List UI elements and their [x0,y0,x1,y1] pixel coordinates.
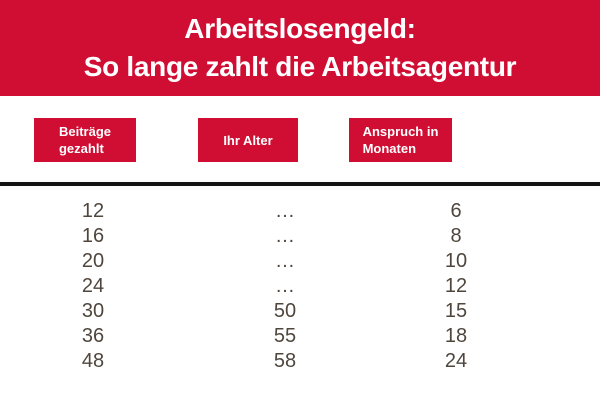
cell-age: 55 [273,325,297,347]
cell-age: 58 [273,350,297,372]
cell-months: 10 [444,250,468,272]
column-header-contributions-paid-label: Beiträge gezahlt [58,124,112,156]
table-row: 24 … 12 [0,274,600,299]
cell-months: 6 [450,200,462,222]
table-row: 30 50 15 [0,299,600,324]
cell-months: 15 [444,300,468,322]
cell-contributions: 36 [81,325,105,347]
cell-months: 18 [444,325,468,347]
column-header-entitlement-months: Anspruch in Monaten [349,118,452,162]
page-title-line-2: So lange zahlt die Arbeitsagentur [83,51,517,82]
table-row: 20 … 10 [0,249,600,274]
cell-months: 8 [450,225,462,247]
cell-age: … [275,200,295,222]
page-title-line-1: Arbeitslosengeld: [184,13,416,44]
table-row: 36 55 18 [0,324,600,349]
table-row: 48 58 24 [0,349,600,374]
cell-age: … [275,250,295,272]
cell-age: 50 [273,300,297,322]
cell-contributions: 24 [81,275,105,297]
column-header-entitlement-months-label: Anspruch in Monaten [362,124,439,156]
column-header-your-age-label: Ihr Alter [223,132,273,148]
cell-contributions: 30 [81,300,105,322]
cell-months: 24 [444,350,468,372]
cell-contributions: 48 [81,350,105,372]
divider-line [0,182,600,186]
cell-age: … [275,275,295,297]
cell-contributions: 12 [81,200,105,222]
title-banner: Arbeitslosengeld: So lange zahlt die Arb… [0,0,600,96]
table-row: 16 … 8 [0,224,600,249]
column-header-contributions-paid: Beiträge gezahlt [34,118,136,162]
cell-age: … [275,225,295,247]
cell-contributions: 20 [81,250,105,272]
column-header-your-age: Ihr Alter [198,118,298,162]
cell-contributions: 16 [81,225,105,247]
benefits-table: 12 … 6 16 … 8 20 … 10 24 … 12 30 50 15 3… [0,199,600,374]
cell-months: 12 [444,275,468,297]
table-row: 12 … 6 [0,199,600,224]
